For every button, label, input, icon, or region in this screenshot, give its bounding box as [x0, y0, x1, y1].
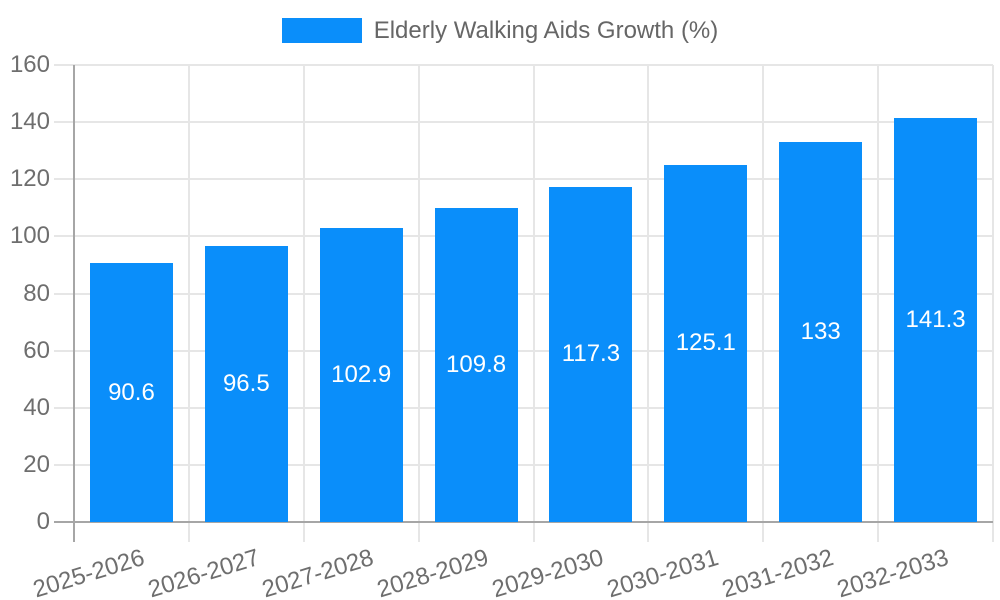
y-gridline	[54, 463, 993, 466]
y-tick-label: 20	[23, 450, 50, 478]
y-gridline	[54, 406, 993, 409]
bar	[204, 246, 288, 522]
x-gridline	[532, 65, 535, 542]
bar-value-label: 102.9	[331, 361, 392, 389]
legend-item[interactable]: Elderly Walking Aids Growth (%)	[0, 16, 1000, 45]
bar-value-label: 133	[800, 318, 841, 346]
bar-value-label: 117.3	[561, 340, 621, 368]
x-gridline	[647, 65, 650, 542]
x-gridline	[187, 65, 190, 542]
legend-swatch	[281, 18, 362, 43]
x-gridline	[992, 65, 994, 542]
y-tick-label: 60	[23, 336, 50, 364]
x-tick-label: 2026-2027	[144, 544, 263, 600]
bar-value-label: 141.3	[905, 306, 966, 334]
y-tick-label: 120	[9, 165, 50, 193]
y-tick-label: 40	[23, 393, 50, 421]
bar	[779, 142, 863, 522]
bar-value-label: 109.8	[446, 351, 507, 379]
y-gridline	[54, 178, 993, 181]
x-gridline	[417, 65, 420, 542]
y-tick-label: 0	[36, 508, 50, 535]
bar-value-label: 90.6	[108, 378, 155, 406]
bar-value-label: 96.5	[222, 370, 270, 398]
bar	[89, 263, 173, 522]
y-gridline	[54, 64, 993, 66]
y-gridline	[54, 349, 993, 352]
y-gridline	[54, 121, 993, 124]
x-tick-label: 2030-2031	[604, 544, 722, 600]
bar	[434, 208, 518, 522]
y-gridline	[54, 235, 993, 238]
x-tick-label: 2025-2026	[29, 544, 148, 600]
x-gridline	[762, 65, 765, 542]
y-axis-line	[73, 65, 75, 542]
bar	[664, 164, 748, 522]
y-tick-label: 80	[23, 279, 50, 307]
y-tick-label: 140	[9, 108, 50, 136]
x-tick-label: 2032-2033	[833, 544, 952, 600]
bar	[894, 118, 978, 522]
x-axis-line	[54, 521, 993, 523]
y-tick-label: 160	[9, 51, 50, 78]
x-tick-label: 2031-2032	[718, 544, 837, 600]
x-gridline	[302, 65, 305, 542]
y-gridline	[54, 292, 993, 295]
legend-label: Elderly Walking Aids Growth (%)	[373, 17, 719, 44]
x-tick-label: 2028-2029	[374, 544, 492, 600]
bar	[549, 186, 633, 522]
x-tick-label: 2027-2028	[259, 544, 378, 600]
y-tick-label: 100	[9, 222, 50, 250]
x-gridline	[877, 65, 880, 542]
bar-value-label: 125.1	[675, 329, 736, 357]
bar	[319, 228, 403, 522]
x-tick-label: 2029-2030	[489, 544, 607, 600]
